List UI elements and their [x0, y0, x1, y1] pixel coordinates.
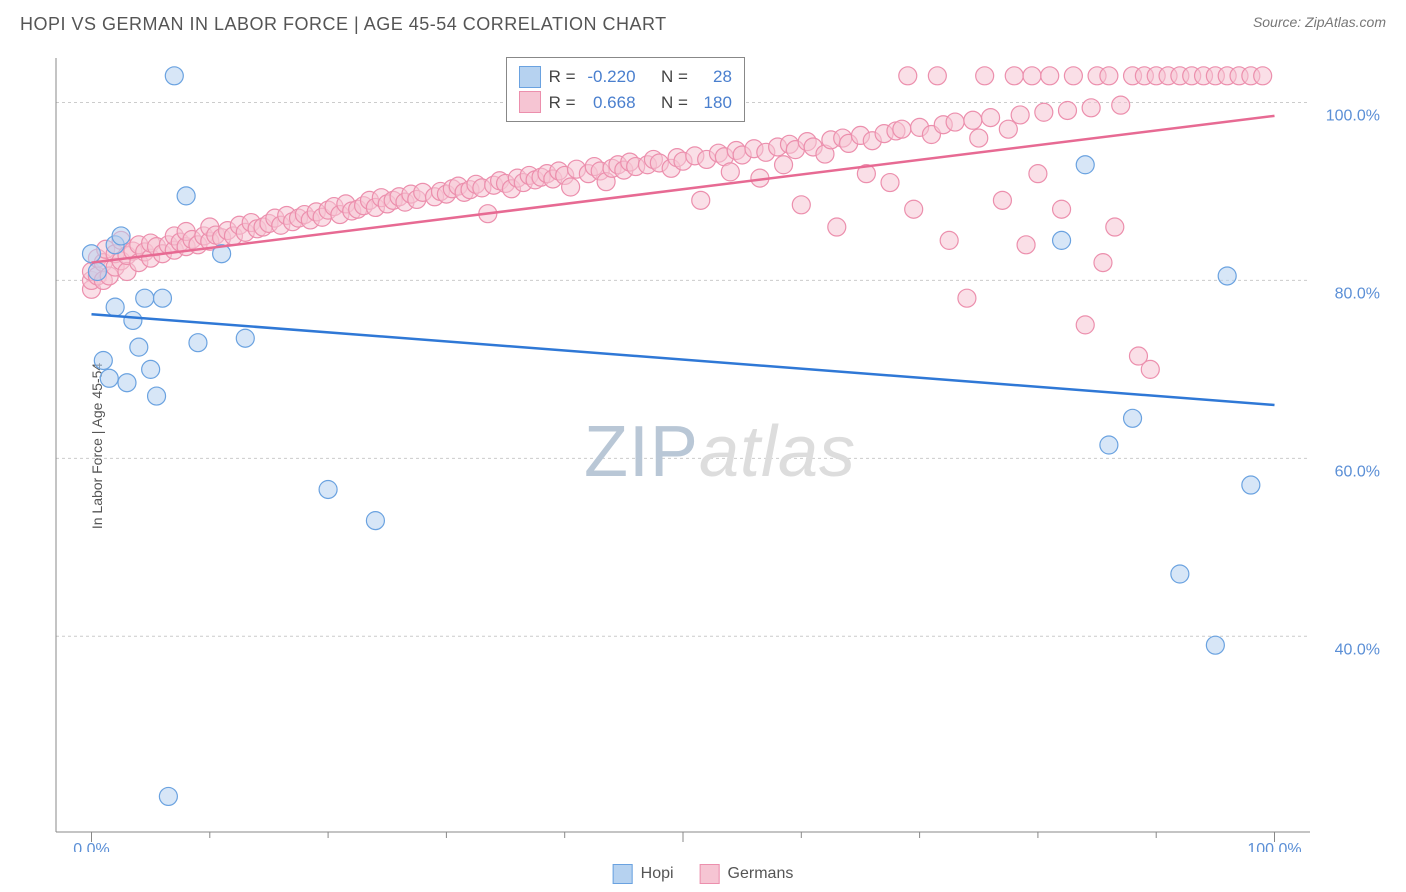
- legend-label: Germans: [728, 865, 794, 883]
- scatter-point: [165, 67, 183, 85]
- scatter-point: [828, 218, 846, 236]
- scatter-point: [946, 113, 964, 131]
- scatter-point: [1094, 254, 1112, 272]
- scatter-point: [881, 174, 899, 192]
- legend-label: Hopi: [641, 865, 674, 883]
- scatter-point: [928, 67, 946, 85]
- scatter-point: [1242, 476, 1260, 494]
- y-tick-label: 80.0%: [1335, 285, 1380, 302]
- chart-title: HOPI VS GERMAN IN LABOR FORCE | AGE 45-5…: [20, 14, 667, 35]
- legend-swatch: [613, 864, 633, 884]
- stats-box: R = -0.220 N = 28 R = 0.668 N = 180: [506, 57, 745, 122]
- source-label: Source: ZipAtlas.com: [1253, 14, 1386, 30]
- scatter-point: [964, 111, 982, 129]
- stat-r-value: -0.220: [584, 64, 636, 90]
- legend-swatch: [700, 864, 720, 884]
- scatter-point: [236, 329, 254, 347]
- scatter-point: [142, 360, 160, 378]
- stat-n-value: 180: [696, 90, 732, 116]
- legend: Hopi Germans: [613, 864, 794, 884]
- scatter-point: [82, 245, 100, 263]
- scatter-point: [1171, 565, 1189, 583]
- scatter-point: [189, 334, 207, 352]
- scatter-point: [1005, 67, 1023, 85]
- scatter-point: [177, 187, 195, 205]
- stats-swatch: [519, 91, 541, 113]
- scatter-point: [136, 289, 154, 307]
- scatter-point: [1064, 67, 1082, 85]
- scatter-point: [124, 311, 142, 329]
- chart-area: 40.0%60.0%80.0%100.0%0.0%100.0% ZIPatlas…: [50, 52, 1390, 852]
- regression-line-germans: [91, 116, 1274, 263]
- y-tick-label: 60.0%: [1335, 463, 1380, 480]
- scatter-point: [1124, 409, 1142, 427]
- scatter-point: [1076, 156, 1094, 174]
- scatter-point: [958, 289, 976, 307]
- scatter-point: [899, 67, 917, 85]
- scatter-point: [366, 512, 384, 530]
- stat-r-label: R =: [549, 64, 576, 90]
- scatter-point: [1023, 67, 1041, 85]
- stats-row: R = -0.220 N = 28: [519, 64, 732, 90]
- scatter-point: [106, 298, 124, 316]
- scatter-chart: 40.0% 60.0% 80.0% 100.0% 0.0% 100.0%: [50, 52, 1390, 852]
- scatter-point: [94, 351, 112, 369]
- regression-line-hopi: [91, 314, 1274, 405]
- scatter-point: [1141, 360, 1159, 378]
- scatter-point: [970, 129, 988, 147]
- scatter-point: [905, 200, 923, 218]
- scatter-point: [1206, 636, 1224, 654]
- scatter-point: [112, 227, 130, 245]
- stat-n-label: N =: [661, 90, 688, 116]
- scatter-point: [721, 163, 739, 181]
- scatter-point: [130, 338, 148, 356]
- scatter-point: [1011, 106, 1029, 124]
- scatter-point: [1058, 101, 1076, 119]
- scatter-point: [1100, 67, 1118, 85]
- scatter-point: [1035, 103, 1053, 121]
- stats-row: R = 0.668 N = 180: [519, 90, 732, 116]
- scatter-point: [1076, 316, 1094, 334]
- scatter-point: [999, 120, 1017, 138]
- scatter-point: [1029, 165, 1047, 183]
- y-tick-label: 100.0%: [1326, 107, 1380, 124]
- scatter-point: [1112, 96, 1130, 114]
- scatter-point: [319, 480, 337, 498]
- scatter-point: [1041, 67, 1059, 85]
- scatter-point: [982, 109, 1000, 127]
- scatter-point: [88, 263, 106, 281]
- stat-n-value: 28: [696, 64, 732, 90]
- scatter-point: [1053, 200, 1071, 218]
- scatter-point: [893, 120, 911, 138]
- scatter-point: [976, 67, 994, 85]
- stat-r-value: 0.668: [584, 90, 636, 116]
- x-tick-label: 0.0%: [73, 841, 109, 852]
- scatter-point: [692, 191, 710, 209]
- legend-item: Germans: [700, 864, 794, 884]
- legend-item: Hopi: [613, 864, 674, 884]
- scatter-point: [993, 191, 1011, 209]
- scatter-point: [562, 178, 580, 196]
- scatter-point: [1053, 231, 1071, 249]
- scatter-point: [940, 231, 958, 249]
- x-tick-label: 100.0%: [1247, 841, 1301, 852]
- scatter-point: [1100, 436, 1118, 454]
- scatter-point: [1254, 67, 1272, 85]
- scatter-point: [153, 289, 171, 307]
- stats-swatch: [519, 66, 541, 88]
- scatter-point: [1218, 267, 1236, 285]
- scatter-point: [100, 369, 118, 387]
- scatter-point: [159, 787, 177, 805]
- y-tick-label: 40.0%: [1335, 641, 1380, 658]
- scatter-point: [775, 156, 793, 174]
- stat-n-label: N =: [661, 64, 688, 90]
- scatter-point: [1082, 99, 1100, 117]
- scatter-point: [148, 387, 166, 405]
- stat-r-label: R =: [549, 90, 576, 116]
- scatter-point: [118, 374, 136, 392]
- scatter-point: [792, 196, 810, 214]
- scatter-point: [1106, 218, 1124, 236]
- scatter-point: [1017, 236, 1035, 254]
